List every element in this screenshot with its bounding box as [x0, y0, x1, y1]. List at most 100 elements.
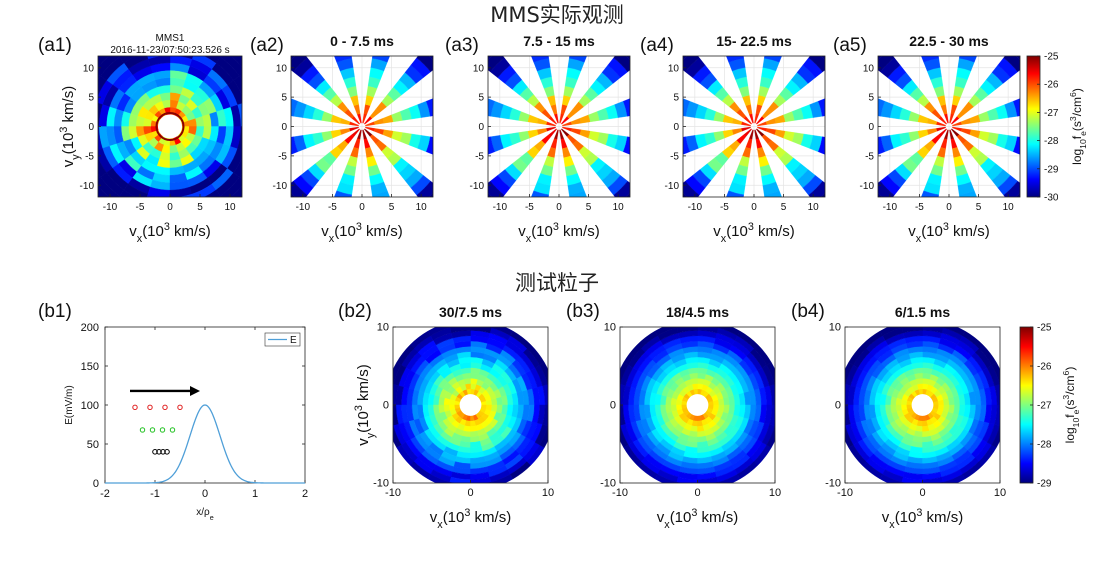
colorbar-tick-label: -26 [1037, 362, 1052, 373]
bin [141, 208, 170, 220]
y-tick-label: 10 [83, 63, 95, 74]
x-tick-label: 10 [416, 202, 428, 213]
x-axis-label: vx(103 km/s) [430, 507, 511, 531]
particle-dot-green [159, 427, 166, 433]
bin [938, 327, 944, 329]
y-tick-label: 5 [88, 93, 94, 104]
spoke-bin [569, 190, 587, 197]
colorbar-label: log10fe(s3/cm6) [1061, 367, 1081, 444]
colorbar-tick-label: -28 [1037, 440, 1052, 451]
bin [230, 56, 242, 68]
x-tick-label: 10 [224, 202, 236, 213]
spoke-bin [726, 56, 744, 63]
bin [98, 56, 110, 68]
particle-dot-black [164, 449, 170, 455]
y-tick-label: 10 [276, 63, 288, 74]
spoke-bin [372, 190, 390, 197]
bin [251, 63, 272, 95]
bin [230, 185, 242, 197]
spoke-bin [257, 87, 272, 112]
bin [486, 481, 492, 483]
particle-dot-red [132, 404, 138, 411]
x-tick-label: 10 [994, 487, 1006, 499]
bin [245, 67, 265, 97]
bin [239, 172, 242, 180]
spoke-bin [921, 190, 939, 197]
x-tick-label: 10 [542, 487, 554, 499]
spoke-bin [649, 141, 664, 166]
distribution-a1 [98, 56, 278, 220]
distribution-b4 [845, 327, 1000, 483]
chart-title: 0 - 7.5 ms [330, 33, 394, 49]
x-tick-label: 0 [202, 488, 208, 500]
bin [769, 404, 775, 426]
spoke-bin [334, 190, 352, 197]
spoke-bin [649, 141, 664, 166]
bin [251, 158, 272, 190]
x-tick-label: -5 [915, 202, 924, 213]
panel-a4: -10 -5 0 5 10 10 5 0 -5 -10 vx(103 km/s) 15- 22.5 m… [649, 33, 859, 245]
panel-a5: -10 -5 0 5 10 10 5 0 -5 -10 vx(103 km/s) 22.5 - 30 … [853, 33, 1021, 245]
spoke-bin [764, 56, 782, 63]
y-tick-label: -5 [865, 151, 874, 162]
bin [98, 185, 110, 197]
y-tick-label: 0 [281, 122, 287, 133]
bin [713, 327, 719, 329]
chart-title: 7.5 - 15 ms [523, 33, 595, 49]
spoke-bin [878, 136, 885, 155]
spoke-bin [454, 87, 469, 112]
x-tick-label: 5 [197, 202, 203, 213]
bin [245, 100, 256, 127]
spoke-bin [921, 56, 939, 63]
spoke-bin [257, 141, 272, 166]
spoke-bin [372, 56, 390, 63]
x-axis-label: vx(103 km/s) [518, 221, 599, 245]
colorbar-tick-label: -29 [1044, 164, 1059, 175]
bin [774, 384, 775, 387]
section-title-test-particle: 测试粒子 [515, 271, 599, 295]
center-hole [158, 114, 182, 139]
particle-dot-black [160, 449, 166, 455]
spoke-bin [1015, 56, 1020, 61]
y-tick-label: -10 [665, 181, 680, 192]
x-tick-label: 0 [694, 487, 700, 499]
x-tick-label: -10 [493, 202, 508, 213]
y-tick-label: 0 [673, 122, 679, 133]
panel-a2: -10 -5 0 5 10 10 5 0 -5 -10 vx(103 km/s) 0 - 7.5 ms [257, 33, 434, 245]
colorbar-label: log10fe(s3/cm6) [1068, 88, 1088, 165]
bin [697, 378, 705, 385]
spoke-bin [683, 136, 690, 155]
spoke-bin [853, 91, 867, 114]
spoke-bin [844, 87, 859, 112]
spoke-bin [531, 56, 549, 63]
spoke-bin [878, 98, 885, 117]
spoke-bin [878, 180, 895, 197]
chart-title: 15- 22.5 ms [716, 33, 792, 49]
y-tick-label: 0 [383, 400, 389, 412]
bin [170, 201, 197, 212]
x-tick-label: 0 [751, 202, 757, 213]
y-tick-label: -10 [80, 181, 95, 192]
colorbar-cba: -25 -26 -27 -28 -29 -30 log10fe(s3/cm6) [1026, 52, 1088, 204]
panel-label-a3: (a3) [445, 35, 479, 56]
bin [170, 208, 199, 220]
bin [266, 93, 278, 126]
chart-subtitle: 2016-11-23/07:50:23.526 s [110, 45, 229, 56]
x-tick-label: -10 [612, 487, 628, 499]
panel-label-b4: (b4) [791, 301, 825, 322]
x-tick-label: 0 [359, 202, 365, 213]
y-tick-label: 150 [81, 361, 99, 373]
bin [266, 127, 278, 160]
particle-dot-green [169, 427, 176, 433]
bin [999, 423, 1000, 426]
spoke-bin [827, 94, 841, 115]
bin [176, 56, 194, 60]
spoke-bin [488, 180, 505, 197]
spoke-bin [416, 56, 433, 73]
panel-b2: -10 0 10 10 0 -10 vx(103 km/s) vy(103 km/s) 30/7… [353, 304, 554, 531]
spoke-bin [416, 180, 433, 197]
panel-label-b2: (b2) [338, 301, 372, 322]
panel-a1: -10 -5 0 5 10 10 5 0 -5 -10 vx(103 km/s) vy(103 km/… [58, 33, 278, 245]
spoke-bin [569, 56, 587, 63]
